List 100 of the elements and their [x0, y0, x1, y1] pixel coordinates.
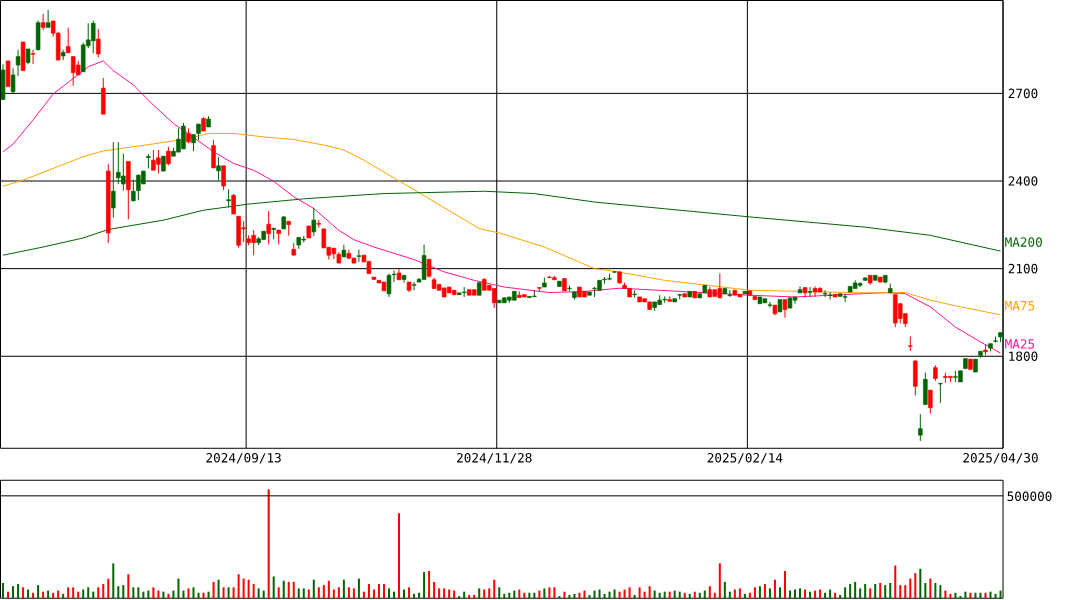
bar [854, 581, 857, 599]
candlestick [30, 49, 36, 65]
line-series [2, 60, 1002, 354]
candlestick [928, 389, 933, 414]
bar [518, 589, 521, 599]
bar [372, 589, 375, 599]
bar [498, 587, 501, 599]
bar [267, 489, 270, 599]
bar [312, 579, 315, 599]
bar [834, 592, 837, 599]
bar [42, 591, 45, 599]
bar [182, 590, 185, 599]
bar [708, 586, 711, 599]
bar [984, 592, 987, 599]
bar [463, 591, 466, 599]
bar [548, 587, 551, 599]
candlestick [807, 286, 813, 298]
candlestick [211, 139, 216, 169]
bar [367, 583, 370, 599]
bar [27, 589, 30, 599]
bar [758, 586, 761, 599]
bar [558, 595, 561, 599]
bar [914, 573, 917, 599]
bar [117, 586, 120, 599]
bar [262, 590, 265, 599]
bar [954, 592, 957, 599]
bar [999, 590, 1002, 599]
bar [959, 595, 962, 599]
bar [814, 590, 817, 599]
bar [52, 592, 55, 599]
bar [658, 592, 661, 599]
bar [132, 587, 135, 599]
bar [859, 588, 862, 599]
candlestick [411, 281, 417, 291]
bar [929, 578, 932, 599]
candlestick [311, 207, 317, 237]
candlestick [918, 413, 923, 442]
bar [979, 592, 982, 599]
bar [643, 591, 646, 599]
bar [553, 587, 556, 599]
bar [257, 588, 260, 599]
bar [92, 591, 95, 599]
bar [773, 579, 776, 599]
bar [147, 590, 150, 599]
bar [974, 592, 977, 599]
bar [292, 581, 295, 599]
bar [638, 587, 641, 599]
candlestick [131, 178, 136, 202]
bar [919, 568, 922, 599]
bar [152, 587, 155, 599]
bar [332, 589, 335, 599]
bar [864, 583, 867, 599]
y-tick-label: 2100 [1008, 263, 1038, 274]
bar [844, 587, 847, 599]
bar [423, 571, 426, 599]
y-tick-label: 2700 [1008, 88, 1038, 99]
candlestick [216, 156, 221, 181]
bar [678, 591, 681, 599]
bar [387, 588, 390, 599]
y-tick-label: 1800 [1009, 351, 1038, 361]
bar [578, 592, 581, 599]
bar [37, 585, 40, 599]
bar [884, 585, 887, 599]
bar [247, 579, 250, 599]
bar [533, 592, 536, 599]
y-tick-label: 2400 [1008, 176, 1038, 186]
bar [909, 578, 912, 599]
bar [403, 589, 406, 599]
bar [824, 592, 827, 599]
bar [237, 574, 240, 599]
bar [934, 582, 937, 599]
bar [483, 589, 486, 599]
bar [613, 589, 616, 599]
bar [804, 589, 807, 599]
bar [2, 582, 5, 599]
x-tick-label: 2024/11/28 [457, 452, 532, 464]
bar [352, 588, 355, 599]
bar [663, 591, 666, 599]
bar [187, 588, 190, 599]
bar [728, 591, 731, 599]
bar [453, 590, 456, 599]
bar [162, 591, 165, 599]
bar [302, 588, 305, 599]
bar [718, 563, 721, 599]
bar [82, 589, 85, 599]
candlestick [221, 165, 226, 191]
bar [668, 591, 671, 599]
bar [172, 590, 175, 599]
bar [393, 591, 395, 599]
bar [618, 591, 621, 599]
bar [944, 590, 947, 599]
bar [428, 570, 431, 599]
bar [357, 578, 360, 599]
bar [443, 588, 446, 599]
bar [783, 570, 786, 599]
bar [939, 585, 942, 599]
bar [698, 592, 701, 599]
bar [222, 587, 225, 599]
bar [347, 587, 350, 599]
bar [799, 588, 802, 599]
